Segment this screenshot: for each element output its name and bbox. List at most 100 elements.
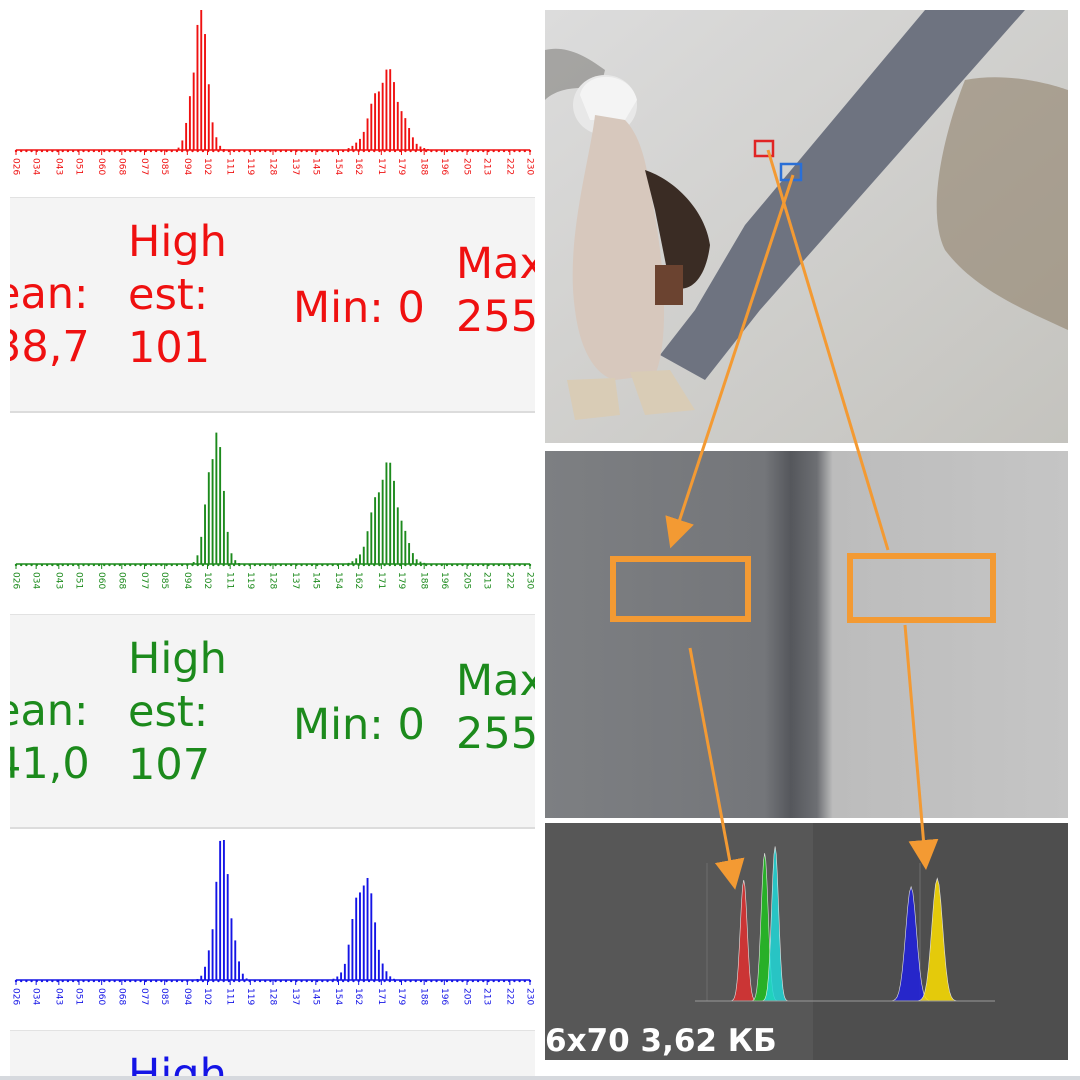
histogram-bin [222, 840, 225, 980]
tick-dot [180, 563, 184, 567]
histogram-bin [219, 447, 222, 564]
x-tick-label: 222 [504, 572, 514, 589]
x-tick-label: 230 [525, 572, 535, 589]
tick-dot [154, 979, 158, 983]
histogram-bin [351, 919, 354, 980]
tick-dot [492, 563, 495, 567]
histogram-bin [377, 91, 380, 150]
x-tick-label: 026 [11, 158, 21, 175]
tick-dot [331, 979, 334, 983]
tick-dot [378, 149, 381, 153]
x-tick-label: 196 [439, 988, 449, 1005]
tick-dot [331, 563, 334, 567]
x-tick-label: 171 [376, 988, 386, 1005]
histogram-bin [396, 101, 399, 150]
tick-dot [284, 149, 288, 153]
tick-dot [445, 979, 449, 983]
tick-dot [367, 563, 371, 567]
x-tick-label: 060 [96, 988, 106, 1005]
tick-dot [513, 149, 516, 153]
tick-dot [212, 563, 215, 567]
histogram-bin [362, 885, 365, 980]
green-stats-card: ean: 41,0 High est: 107 Min: 0 Max 255 [10, 614, 535, 829]
x-tick-label: 145 [310, 572, 320, 589]
x-tick-label: 196 [439, 158, 449, 175]
tick-dot [373, 563, 376, 567]
tick-dot [482, 979, 485, 983]
blue-stats-card: High [10, 1030, 535, 1079]
tick-dot [419, 979, 423, 983]
tick-dot [66, 563, 70, 567]
histogram-bin [423, 148, 426, 150]
histogram-column: 026 034 043 051 060 068 077 085 094 102 111 119 128 1… [10, 10, 535, 1079]
tick-dot [399, 563, 402, 567]
tick-dot [196, 149, 199, 153]
tick-dot [154, 563, 158, 567]
histogram-bin [204, 504, 206, 564]
histogram-bin [411, 137, 414, 150]
max-label: Max [456, 239, 535, 289]
histogram-bin [343, 963, 346, 980]
histogram-bin [408, 128, 411, 150]
tick-dot [492, 149, 495, 153]
histogram-bin [222, 490, 225, 564]
histogram-bin [215, 137, 218, 150]
histogram-bin [204, 34, 206, 150]
tick-dot [243, 979, 246, 983]
histogram-bin [385, 462, 388, 564]
mean-label: ean: [10, 269, 89, 319]
tick-dot [71, 149, 75, 153]
tick-dot [430, 149, 433, 153]
x-tick-label: 051 [73, 158, 83, 175]
histogram-bin [222, 149, 225, 150]
x-tick-label: 137 [290, 988, 300, 1005]
histogram-bin [200, 536, 203, 564]
tick-dot [305, 149, 308, 153]
histogram-bin [393, 82, 395, 150]
histogram-bin [234, 940, 237, 980]
tick-dot [518, 563, 521, 567]
x-tick-label: 188 [419, 988, 429, 1005]
tick-dot [492, 979, 495, 983]
mean-value: 38,7 [10, 322, 90, 372]
tick-dot [40, 563, 44, 567]
histogram-bin [370, 893, 373, 980]
tick-dot [430, 979, 433, 983]
tick-dot [450, 149, 454, 153]
tick-dot [180, 979, 184, 983]
histogram-bin [347, 148, 350, 150]
tick-dot [435, 563, 438, 567]
roi-snow-box [847, 553, 996, 623]
tick-dot [445, 563, 449, 567]
histogram-bin [366, 531, 369, 564]
x-tick-label: 111 [225, 572, 235, 589]
tick-dot [264, 149, 267, 153]
tick-dot [289, 563, 293, 567]
tick-dot [497, 979, 501, 983]
tick-dot [305, 979, 308, 983]
tick-dot [103, 149, 106, 153]
histogram-bin [404, 118, 407, 150]
tick-dot [87, 979, 90, 983]
tick-dot [238, 149, 241, 153]
x-tick-label: 111 [225, 988, 235, 1005]
tick-dot [71, 979, 75, 983]
x-tick-label: 205 [462, 988, 472, 1005]
x-tick-label: 034 [31, 988, 41, 1005]
min-stat: Min: 0 [293, 700, 425, 750]
tick-dot [383, 979, 386, 983]
x-tick-label: 077 [139, 988, 149, 1005]
x-tick-label: 137 [290, 572, 300, 589]
histogram-bin [211, 459, 214, 564]
tick-dot [393, 979, 397, 983]
tick-dot [61, 563, 64, 567]
tick-dot [139, 563, 142, 567]
histogram-bin [219, 840, 222, 980]
histogram-bin [359, 138, 361, 150]
tick-dot [279, 563, 282, 567]
tick-dot [321, 563, 324, 567]
tick-dot [97, 563, 101, 567]
street-photo [545, 10, 1068, 443]
histogram-bin [404, 530, 407, 564]
tick-dot [92, 563, 96, 567]
